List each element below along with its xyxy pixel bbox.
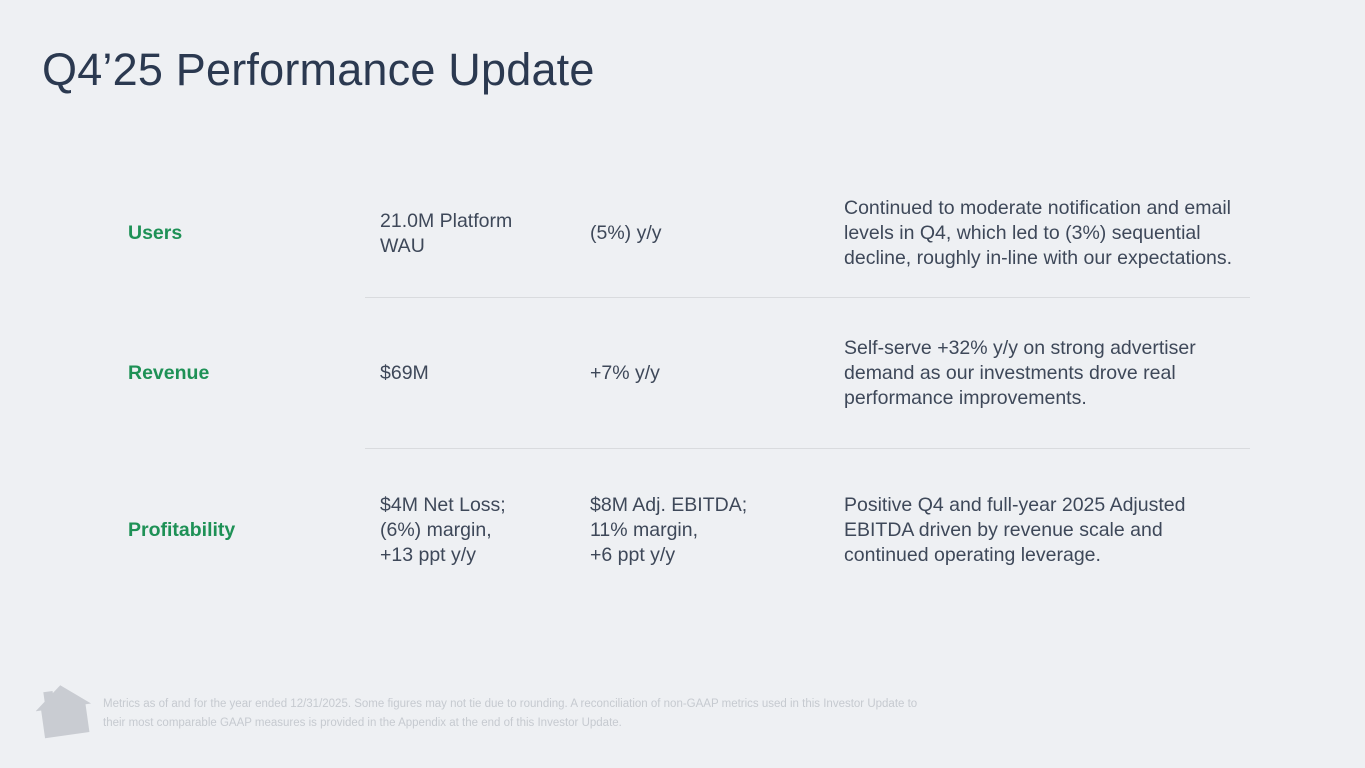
metric-label-users: Users — [128, 222, 183, 244]
metric-value-revenue: $69M — [380, 361, 429, 384]
table-row-users: Users 21.0M Platform WAU (5%) y/y Contin… — [128, 170, 1250, 297]
metric-change-profitability: $8M Adj. EBITDA; 11% margin, +6 ppt y/y — [590, 494, 748, 566]
metric-label-profitability: Profitability — [128, 519, 236, 541]
row-divider — [365, 297, 1250, 298]
house-icon — [35, 684, 92, 740]
performance-table: Users 21.0M Platform WAU (5%) y/y Contin… — [128, 170, 1250, 612]
metric-desc-users: Continued to moderate notification and e… — [844, 197, 1233, 269]
slide-footer: Metrics as of and for the year ended 12/… — [0, 678, 1365, 748]
table-row-revenue: Revenue $69M +7% y/y Self-serve +32% y/y… — [128, 298, 1250, 448]
row-divider — [365, 448, 1250, 449]
metric-label-revenue: Revenue — [128, 361, 210, 384]
metric-desc-profitability: Positive Q4 and full-year 2025 Adjusted … — [844, 494, 1186, 566]
table-row-profitability: Profitability $4M Net Loss; (6%) margin,… — [128, 449, 1250, 612]
metric-change-revenue: +7% y/y — [590, 361, 660, 384]
metric-value-profitability: $4M Net Loss; (6%) margin, +13 ppt y/y — [380, 494, 506, 566]
metric-value-users: 21.0M Platform WAU — [380, 209, 513, 257]
metric-change-users: (5%) y/y — [590, 222, 662, 244]
page-title: Q4’25 Performance Update — [42, 44, 595, 95]
disclaimer-text: Metrics as of and for the year ended 12/… — [103, 698, 918, 729]
metric-desc-revenue: Self-serve +32% y/y on strong advertiser… — [844, 336, 1196, 409]
